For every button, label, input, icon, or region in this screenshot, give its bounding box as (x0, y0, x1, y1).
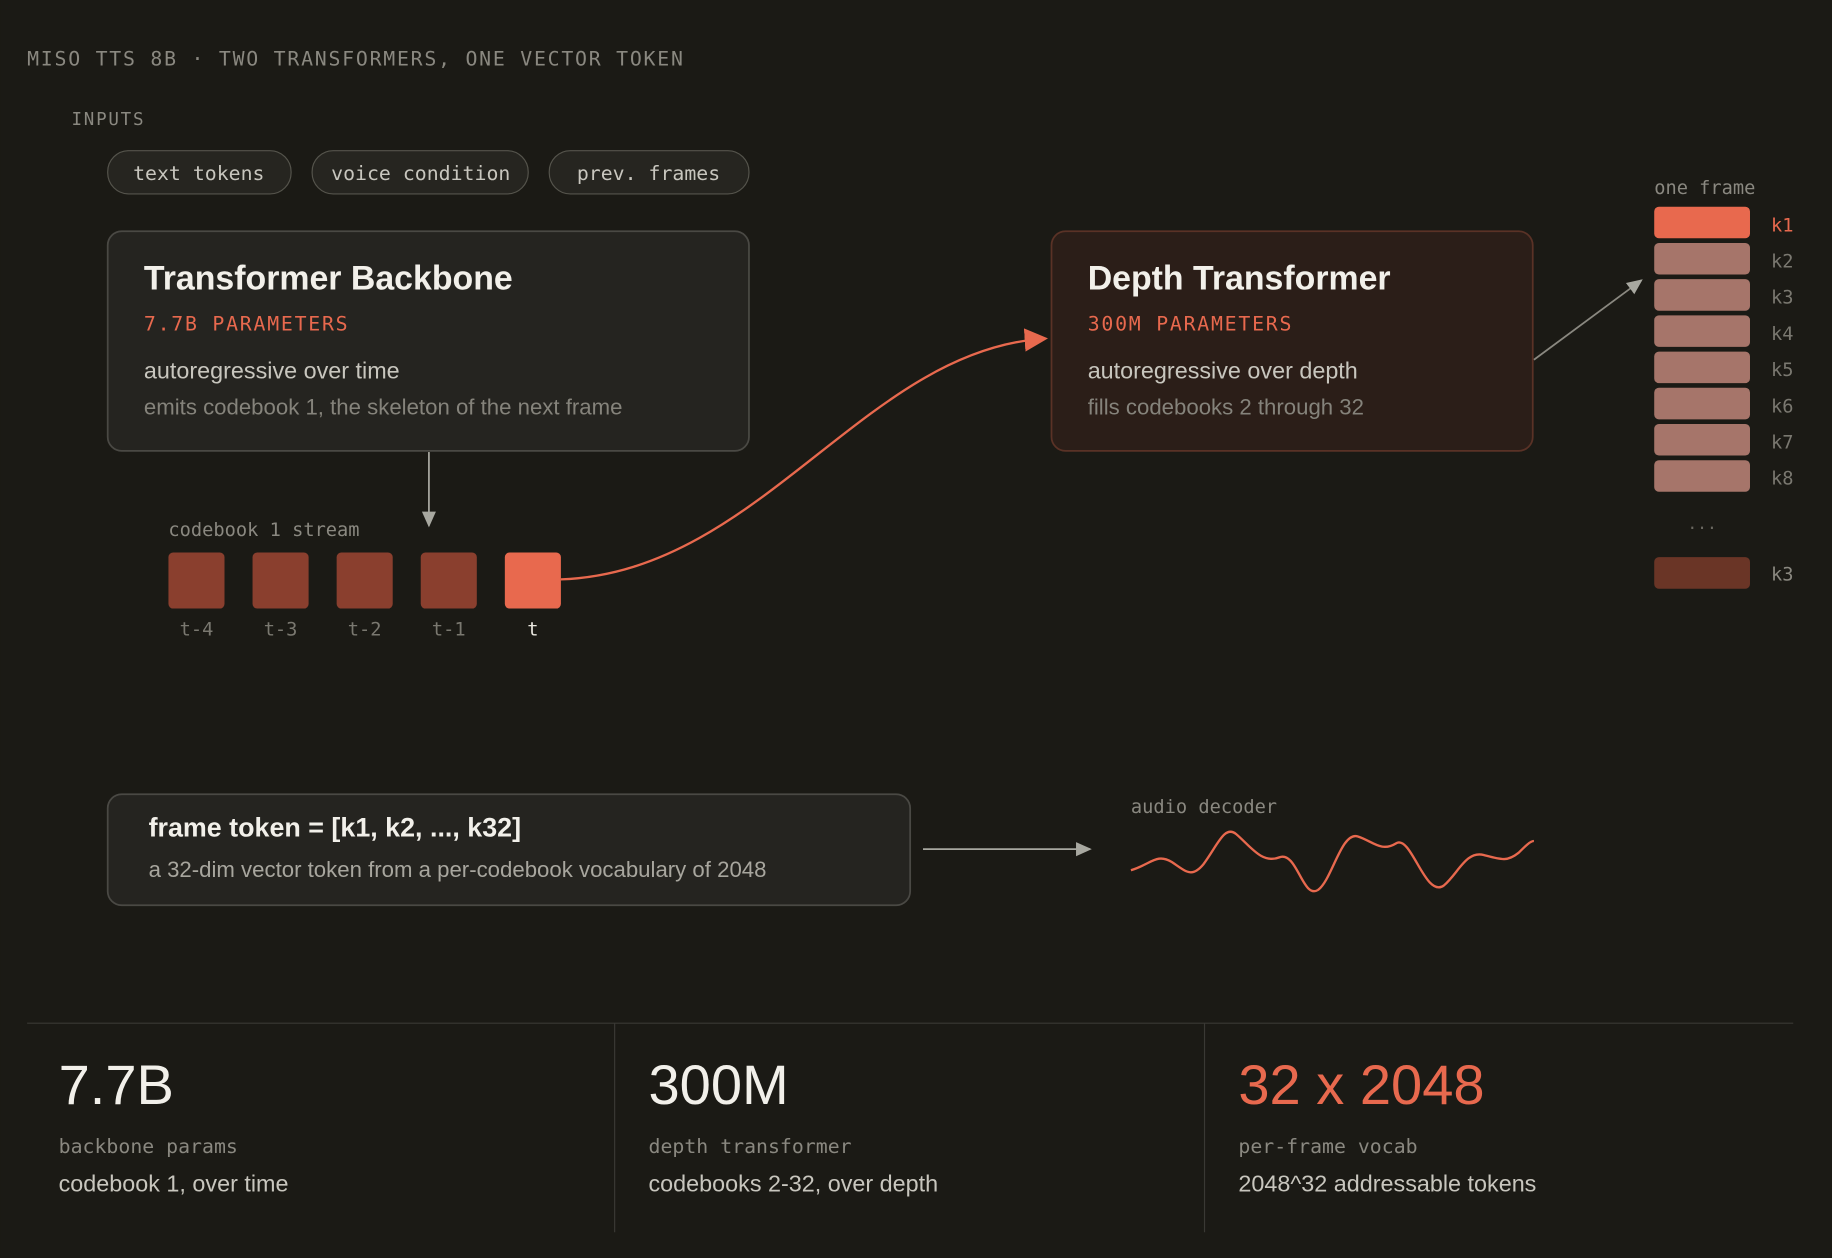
codebook-label: k2 (1771, 251, 1793, 272)
stat-desc: codebook 1, over time (59, 1170, 289, 1196)
box-params: 7.7B PARAMETERS (144, 313, 350, 336)
codebook-label: k4 (1771, 324, 1793, 345)
codebook-block (1654, 351, 1750, 384)
stream-block (168, 552, 225, 609)
box-line: autoregressive over depth (1088, 357, 1358, 383)
codebook-block (1654, 424, 1750, 456)
chip (548, 150, 750, 195)
chip (311, 150, 529, 195)
backbone-box (106, 230, 750, 452)
frame-token-desc: a 32-dim vector token from a per-codeboo… (149, 857, 767, 882)
header-title: MISO TTS 8B · TWO TRANSFORMERS, ONE VECT… (27, 47, 685, 70)
depth-box (1050, 230, 1534, 452)
box-line: emits codebook 1, the skeleton of the ne… (144, 395, 623, 420)
stream-step: t (527, 619, 538, 640)
codebook-block (1654, 460, 1750, 492)
codebook-block (1654, 242, 1750, 275)
codebook-block (1654, 557, 1750, 589)
stat-desc: codebooks 2-32, over depth (649, 1170, 939, 1196)
stat-label: per-frame vocab (1238, 1135, 1417, 1158)
box-title: Transformer Backbone (144, 260, 513, 298)
chip-text: voice condition (331, 162, 510, 185)
codebook-block (1654, 387, 1750, 420)
chip (107, 150, 292, 195)
box-title: Depth Transformer (1088, 260, 1391, 298)
chip-text: text tokens (133, 162, 264, 185)
codebook-label: k1 (1771, 215, 1793, 236)
stat-label: depth transformer (649, 1135, 852, 1158)
frame-token-title: frame token = [k1, k2, ..., k32] (149, 812, 521, 842)
stats: 7.7B backbone params codebook 1, over time… (59, 1053, 1537, 1197)
stream-step: t-3 (264, 619, 298, 640)
codebook-label: k3 (1771, 565, 1793, 586)
stat-value: 7.7B (59, 1053, 174, 1116)
ellipsis: ... (1687, 514, 1717, 533)
stream-block (504, 552, 561, 609)
stream-block (336, 552, 393, 609)
codebook-label: k7 (1771, 433, 1793, 454)
stat-value: 32 x 2048 (1238, 1053, 1484, 1116)
arrow (560, 328, 1048, 581)
waveform (1130, 830, 1535, 893)
frame: k1 k2 k3 k4 k5 k6 k7 k8 (1654, 206, 1794, 492)
stream: t-4 t-3 t-2 t-1 t (168, 552, 561, 640)
stream-block (252, 552, 309, 609)
stream-step: t-2 (348, 619, 382, 640)
codebook-label: k5 (1771, 360, 1793, 381)
stat-desc: 2048^32 addressable tokens (1238, 1170, 1536, 1196)
codebook-block (1654, 206, 1750, 239)
chip-text: prev. frames (577, 162, 720, 185)
inputs-label: INPUTS (71, 110, 145, 130)
codebook-label: k6 (1771, 396, 1793, 417)
box-params: 300M PARAMETERS (1088, 313, 1294, 336)
stream-step: t-1 (432, 619, 466, 640)
codebook-label: k3 (1771, 288, 1793, 309)
frame-token-box (106, 793, 912, 907)
stat-label: backbone params (59, 1135, 238, 1158)
box-line: fills codebooks 2 through 32 (1088, 395, 1364, 420)
codebook-block (1654, 315, 1750, 347)
frame-label: one frame (1654, 178, 1755, 199)
codebook-label: k8 (1771, 469, 1793, 490)
codebook-block (1654, 279, 1750, 311)
arrow (1533, 279, 1643, 361)
decoder-label: audio decoder (1131, 797, 1277, 818)
stream-label: codebook 1 stream (168, 520, 359, 541)
stream-step: t-4 (180, 619, 214, 640)
stream-block (420, 552, 477, 609)
box-line: autoregressive over time (144, 357, 400, 383)
stat-value: 300M (649, 1053, 789, 1116)
